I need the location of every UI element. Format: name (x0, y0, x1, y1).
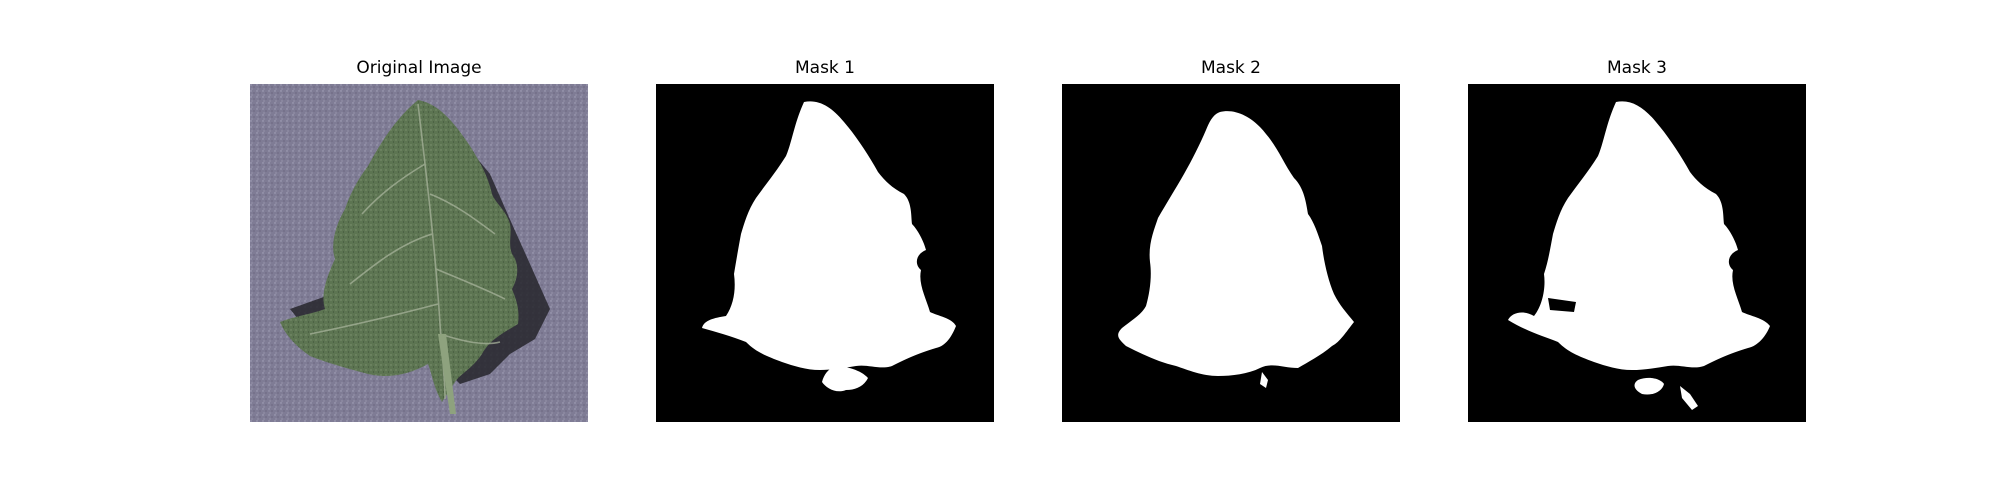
panel-mask-2: Mask 2 (1062, 0, 1400, 500)
mask-3-image (1468, 84, 1806, 422)
mask-hole (1548, 298, 1576, 312)
mask-1-image (656, 84, 994, 422)
panel-original-image: Original Image (250, 0, 588, 500)
mask-fragment (1680, 386, 1698, 410)
panel-title: Mask 3 (1606, 58, 1667, 78)
mask-fragment (822, 366, 868, 392)
panel-mask-1: Mask 1 (656, 0, 994, 500)
leaf-photo (250, 84, 588, 422)
mask-blob (702, 101, 956, 370)
mask-blob (1118, 111, 1354, 376)
mask-fragment (1260, 372, 1268, 388)
leaf-stem (438, 334, 456, 414)
leaf (280, 100, 519, 402)
panel-title: Mask 1 (794, 58, 855, 78)
panel-mask-3: Mask 3 (1468, 0, 1806, 500)
panel-title: Original Image (356, 58, 482, 78)
mask-2-image (1062, 84, 1400, 422)
panel-title: Mask 2 (1200, 58, 1261, 78)
mask-fragment (1634, 377, 1664, 395)
